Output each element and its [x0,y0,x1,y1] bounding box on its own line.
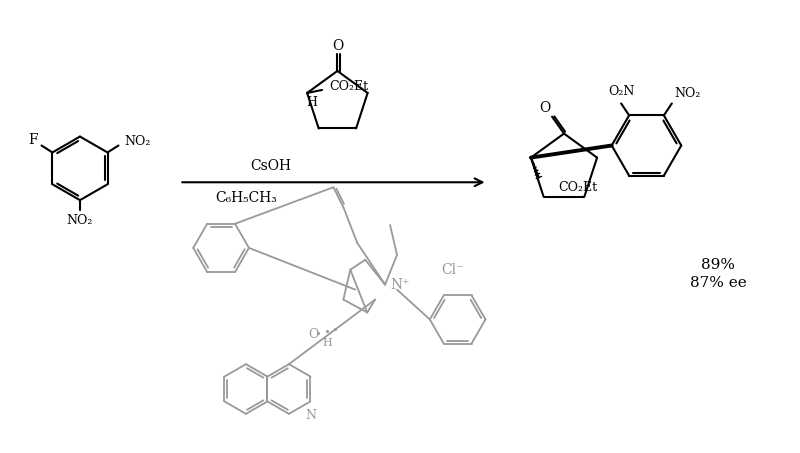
Text: 87% ee: 87% ee [690,276,746,289]
Text: O: O [539,101,550,115]
Text: F: F [29,133,38,146]
Text: CO₂Et: CO₂Et [558,181,598,194]
Text: O: O [332,39,343,53]
Text: Cl⁻: Cl⁻ [442,263,464,277]
Text: O: O [308,328,318,341]
Text: NO₂: NO₂ [66,213,93,226]
Text: C₆H₅CH₃: C₆H₅CH₃ [215,191,277,205]
Text: N: N [306,409,317,422]
Text: H: H [306,96,318,109]
Text: O₂N: O₂N [608,85,634,98]
Text: NO₂: NO₂ [674,87,701,100]
Text: CO₂Et: CO₂Et [330,81,369,93]
Text: CsOH: CsOH [250,159,291,173]
Text: NO₂: NO₂ [124,135,150,148]
Text: H: H [322,338,332,348]
Text: 89%: 89% [701,258,735,272]
Text: N⁺: N⁺ [390,278,410,292]
